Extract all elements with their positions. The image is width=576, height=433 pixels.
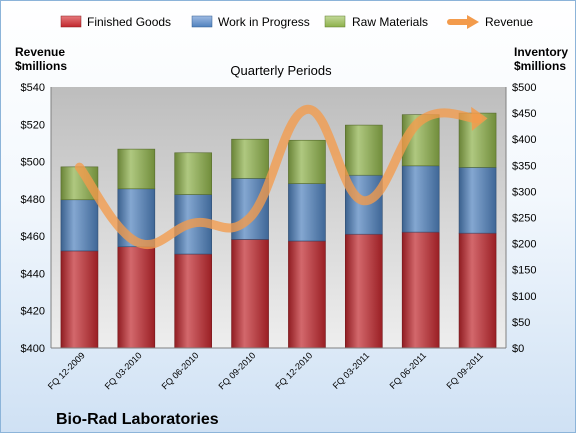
- left-tick-label: $400: [21, 343, 45, 355]
- bar-finished-goods-fq-06-2010: [174, 253, 212, 349]
- bar-raw-materials-fq-03-2010: [117, 148, 156, 190]
- bar-work-in-progress-fq-06-2011: [401, 165, 440, 233]
- x-tick-label-fq-03-2011: FQ 03-2011: [331, 350, 372, 391]
- x-tick-label-fq-03-2010: FQ 03-2010: [103, 350, 144, 391]
- legend-label-work-in-progress: Work in Progress: [218, 15, 310, 29]
- x-tick-label-fq-06-2011: FQ 06-2011: [388, 350, 429, 391]
- revenue-arrow-head: [471, 106, 488, 131]
- legend-label-finished-goods: Finished Goods: [87, 15, 171, 29]
- bar-raw-materials-fq-09-2010: [231, 138, 269, 179]
- bar-work-in-progress-fq-12-2009: [60, 199, 99, 252]
- chart-title: Quarterly Periods: [230, 63, 332, 78]
- bar-raw-materials-fq-12-2010: [288, 139, 326, 184]
- x-tick-label-fq-09-2011: FQ 09-2011: [444, 350, 485, 391]
- legend-swatch-raw-materials: [324, 15, 346, 28]
- left-axis-title-line1: Revenue: [15, 45, 65, 59]
- right-tick-label: $250: [512, 213, 536, 225]
- right-tick-label: $200: [512, 239, 536, 251]
- bar-finished-goods-fq-03-2010: [117, 246, 156, 349]
- right-tick-label: $100: [512, 291, 536, 303]
- right-tick-label: $0: [512, 343, 524, 355]
- right-tick-label: $150: [512, 265, 536, 277]
- bar-raw-materials-fq-06-2010: [174, 152, 212, 195]
- right-tick-label: $500: [512, 82, 536, 94]
- right-tick-label: $300: [512, 186, 536, 198]
- right-axis-title-line2: $millions: [514, 59, 566, 73]
- x-tick-label-fq-06-2010: FQ 06-2010: [160, 350, 201, 391]
- bar-finished-goods-fq-03-2011: [345, 233, 383, 349]
- legend-item-work-in-progress: Work in Progress: [191, 15, 310, 29]
- left-axis-title-line2: $millions: [15, 59, 67, 73]
- bar-finished-goods-fq-06-2011: [401, 231, 440, 349]
- bar-finished-goods-fq-12-2010: [288, 240, 326, 349]
- right-tick-label: $50: [512, 317, 530, 329]
- legend-item-raw-materials: Raw Materials: [324, 15, 428, 29]
- revenue-line-layer: [74, 104, 488, 249]
- right-tick-label: $450: [512, 108, 536, 120]
- bar-finished-goods-fq-09-2011: [458, 232, 497, 349]
- x-tick-label-fq-12-2010: FQ 12-2010: [273, 350, 314, 391]
- revenue-line: [74, 104, 483, 249]
- x-tick-label-fq-12-2009: FQ 12-2009: [46, 350, 87, 391]
- legend-item-finished-goods: Finished Goods: [60, 15, 171, 29]
- left-tick-label: $520: [21, 119, 45, 131]
- left-tick-label: $540: [21, 82, 45, 94]
- right-tick-label: $350: [512, 160, 536, 172]
- left-tick-label: $500: [21, 157, 45, 169]
- right-axis-title-line1: Inventory: [514, 45, 568, 59]
- bar-raw-materials-fq-03-2011: [345, 124, 383, 176]
- x-tick-label-fq-09-2010: FQ 09-2010: [216, 350, 257, 391]
- legend-swatch-work-in-progress: [191, 15, 213, 28]
- left-tick-label: $440: [21, 268, 45, 280]
- bar-finished-goods-fq-12-2009: [60, 250, 99, 349]
- left-tick-label: $420: [21, 306, 45, 318]
- company-name: Bio-Rad Laboratories: [56, 411, 219, 428]
- legend-label-raw-materials: Raw Materials: [352, 15, 428, 29]
- bar-finished-goods-fq-09-2010: [231, 239, 269, 349]
- left-tick-label: $480: [21, 194, 45, 206]
- legend-arrow-icon: [467, 15, 479, 29]
- bars-layer: [60, 112, 497, 349]
- legend-swatch-finished-goods: [60, 15, 82, 28]
- legend-label-revenue: Revenue: [485, 15, 533, 29]
- bar-work-in-progress-fq-12-2010: [288, 183, 326, 242]
- legend: Finished Goods Work in Progress Raw Mate…: [60, 15, 533, 29]
- left-tick-label: $460: [21, 231, 45, 243]
- right-tick-label: $400: [512, 134, 536, 146]
- bar-work-in-progress-fq-09-2011: [458, 167, 497, 234]
- legend-item-revenue: Revenue: [447, 15, 533, 29]
